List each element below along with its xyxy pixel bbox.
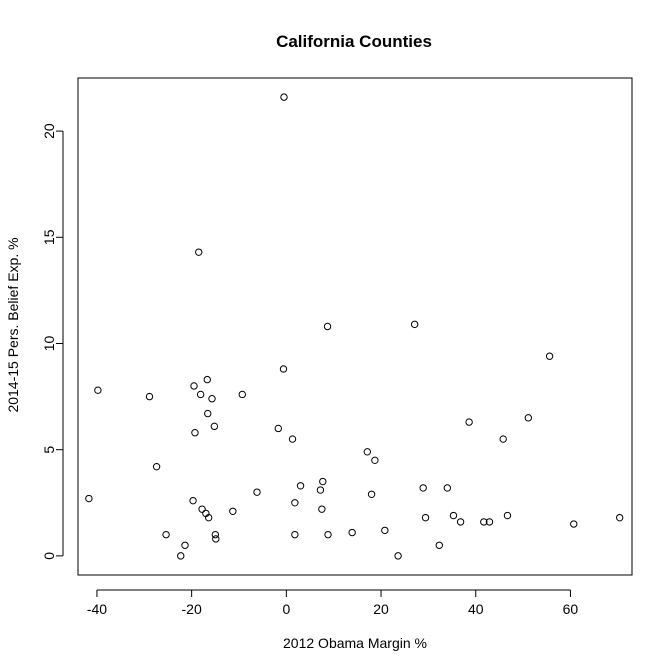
data-point [503, 511, 512, 520]
data-point [318, 505, 326, 513]
data-point [323, 322, 332, 331]
data-point [94, 386, 102, 394]
data-point [204, 513, 213, 522]
data-point [145, 392, 154, 401]
data-point [394, 552, 402, 560]
data-point [419, 484, 427, 492]
data-point [198, 505, 206, 513]
data-point [85, 494, 93, 503]
data-point [291, 499, 299, 507]
chart-title: California Counties [276, 32, 432, 51]
data-point [499, 435, 507, 443]
data-point [162, 530, 170, 539]
data-point [189, 496, 197, 505]
data-point [210, 422, 219, 431]
data-point [324, 530, 332, 539]
data-point [279, 365, 288, 373]
data-point [410, 320, 419, 329]
data-point [435, 541, 443, 549]
data-point [211, 530, 220, 539]
data-point [152, 462, 161, 471]
plot-frame [77, 77, 633, 576]
data-point [238, 390, 247, 399]
x-tick-label: 20 [373, 601, 389, 617]
data-point [485, 518, 494, 526]
data-point [280, 93, 288, 101]
data-point [195, 248, 203, 256]
data-point [363, 448, 372, 456]
data-point [296, 482, 305, 490]
data-point [212, 535, 220, 543]
y-tick-label: 20 [41, 123, 57, 139]
data-point [371, 456, 379, 465]
data-point [480, 518, 488, 526]
data-point [449, 511, 458, 520]
x-axis-label: 2012 Obama Margin % [283, 635, 427, 651]
data-point [615, 513, 624, 522]
y-tick-label: 10 [41, 335, 57, 351]
x-tick-label: -20 [182, 601, 202, 617]
data-point [443, 484, 452, 492]
data-point [253, 488, 261, 496]
data-point [204, 409, 212, 418]
data-point [274, 424, 282, 433]
data-point [196, 390, 205, 399]
data-point [348, 528, 356, 537]
data-point [465, 418, 473, 426]
y-tick-label: 5 [41, 446, 57, 454]
x-axis: -40 -20 0 20 40 60 [87, 589, 579, 617]
y-tick-label: 15 [41, 229, 57, 245]
x-tick-label: -40 [87, 601, 107, 617]
data-point [570, 520, 578, 528]
y-axis: 0 5 10 15 20 [41, 123, 64, 560]
data-point [319, 477, 327, 486]
data-point [367, 490, 376, 498]
data-point [291, 530, 299, 539]
y-tick-label: 0 [41, 552, 57, 560]
data-point [208, 395, 216, 403]
data-point [181, 541, 189, 549]
data-point [316, 486, 325, 494]
x-tick-label: 60 [563, 601, 579, 617]
data-points [85, 93, 624, 560]
data-point [191, 428, 199, 437]
data-point [288, 435, 297, 443]
y-axis-label: 2014-15 Pers. Belief Exp. % [5, 237, 21, 412]
data-point [177, 552, 185, 560]
x-tick-label: 0 [282, 601, 290, 617]
data-point [203, 375, 211, 384]
data-point [229, 507, 237, 515]
data-point [381, 526, 389, 535]
data-point [421, 513, 430, 522]
data-point [545, 352, 554, 360]
x-tick-label: 40 [468, 601, 484, 617]
data-point [524, 414, 533, 422]
data-point [456, 518, 465, 526]
data-point [190, 382, 198, 390]
